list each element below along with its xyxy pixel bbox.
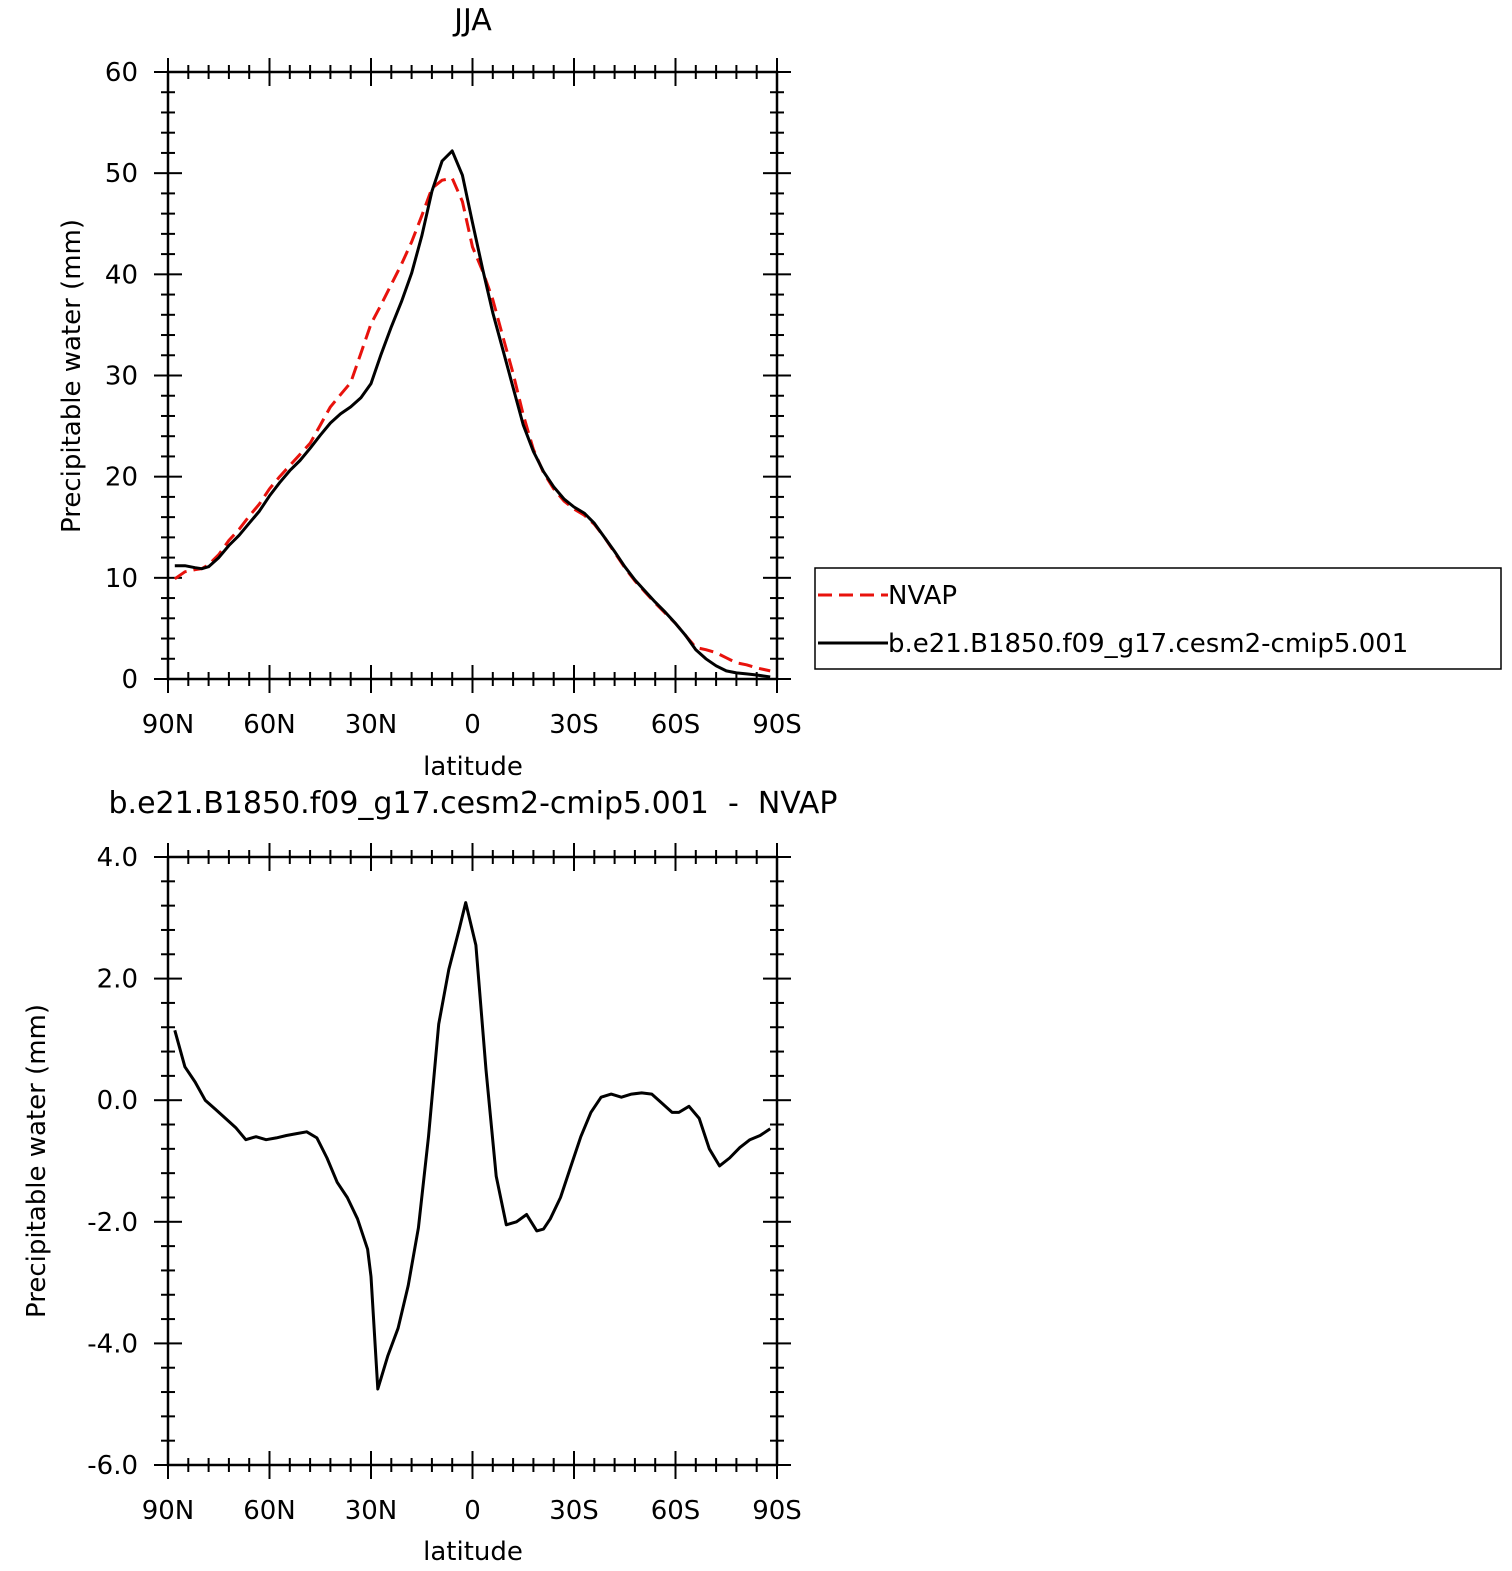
bottom-x-tick-label: 30S (549, 1496, 599, 1526)
bottom-ticks: 90N 60N 30N 0 30S 60S 90S -6.0 -4.0 -2.0 0.0 2.0 4.0 (87, 843, 802, 1526)
top-series-line-model (174, 149, 771, 679)
top-x-tick-label: 90N (142, 710, 195, 740)
top-y-tick-label: 40 (105, 260, 138, 290)
top-y-axis-label: Precipitable water (mm) (57, 219, 87, 533)
top-x-tick-label: 0 (464, 710, 481, 740)
bottom-y-tick-label: 0.0 (97, 1086, 138, 1116)
legend-label-model: b.e21.B1850.f09_g17.cesm2-cmip5.001 (888, 629, 1408, 659)
top-y-tick-label: 50 (105, 159, 138, 189)
top-x-axis-label: latitude (423, 752, 523, 782)
top-x-tick-label: 60S (651, 710, 701, 740)
bottom-x-axis-label: latitude (423, 1537, 523, 1567)
bottom-plot-frame (166, 855, 779, 1467)
top-x-tick-label: 30S (549, 710, 599, 740)
legend-label-nvap: NVAP (888, 581, 957, 611)
panel-top: JJA Precipitable water (mm) latitude 90N… (57, 3, 802, 782)
legend: NVAP b.e21.B1850.f09_g17.cesm2-cmip5.001 (814, 567, 1502, 670)
top-y-tick-label: 30 (105, 362, 138, 392)
top-ticks: 90N 60N 30N 0 30S 60S 90S 0 10 20 30 40 50 60 (105, 58, 802, 740)
bottom-y-tick-label: 2.0 (97, 965, 138, 995)
bottom-x-tick-label: 60N (243, 1496, 296, 1526)
top-y-tick-label: 60 (105, 58, 138, 88)
bottom-x-tick-label: 60S (651, 1496, 701, 1526)
bottom-series-line-model (173, 901, 772, 1391)
bottom-x-tick-label: 0 (464, 1496, 481, 1526)
top-x-tick-label: 90S (752, 710, 802, 740)
top-series (173, 149, 771, 679)
bottom-chart-title: b.e21.B1850.f09_g17.cesm2-cmip5.001 - NV… (108, 786, 837, 821)
bottom-series (173, 901, 772, 1391)
top-chart-title: JJA (452, 3, 492, 38)
bottom-y-tick-label: -6.0 (87, 1451, 138, 1481)
bottom-x-tick-label: 90N (142, 1496, 195, 1526)
bottom-y-axis-label: Precipitable water (mm) (22, 1004, 52, 1318)
bottom-x-tick-label: 90S (752, 1496, 802, 1526)
top-y-tick-label: 0 (121, 665, 138, 695)
top-x-tick-label: 60N (243, 710, 296, 740)
bottom-y-tick-label: -4.0 (87, 1329, 138, 1359)
legend-box (814, 567, 1502, 670)
top-series-line-nvap (173, 176, 771, 673)
top-y-tick-label: 10 (105, 564, 138, 594)
bottom-y-tick-label: -2.0 (87, 1208, 138, 1238)
bottom-y-tick-label: 4.0 (97, 843, 138, 873)
top-x-tick-label: 30N (345, 710, 398, 740)
bottom-x-tick-label: 30N (345, 1496, 398, 1526)
panel-bottom: b.e21.B1850.f09_g17.cesm2-cmip5.001 - NV… (22, 786, 838, 1567)
top-y-tick-label: 20 (105, 463, 138, 493)
top-plot-frame (166, 70, 779, 681)
